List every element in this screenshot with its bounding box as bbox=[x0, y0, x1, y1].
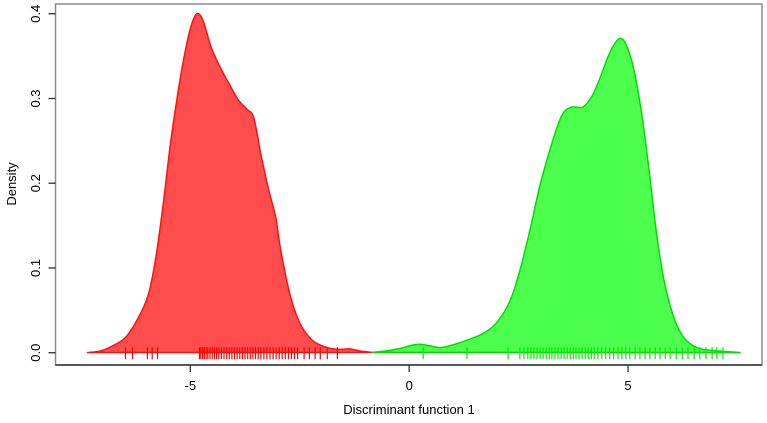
rug-group-2-green bbox=[422, 347, 724, 360]
series-group-1-red bbox=[86, 12, 373, 360]
y-tick-label: 0.4 bbox=[28, 5, 43, 23]
x-axis-title: Discriminant function 1 bbox=[343, 402, 475, 417]
x-tick-label: 5 bbox=[624, 378, 631, 393]
y-axis-title: Density bbox=[4, 162, 19, 206]
series-group-2-green bbox=[371, 37, 741, 360]
y-tick-label: 0.0 bbox=[28, 344, 43, 362]
x-axis: -5 0 5 bbox=[185, 365, 632, 393]
y-axis: 0.0 0.1 0.2 0.3 0.4 bbox=[28, 5, 56, 362]
y-tick-label: 0.3 bbox=[28, 89, 43, 107]
y-tick-label: 0.2 bbox=[28, 174, 43, 192]
density-series-layer bbox=[86, 12, 741, 360]
rug-group-1-red bbox=[124, 347, 338, 360]
x-tick-label: -5 bbox=[185, 378, 197, 393]
density-curve-group-2-green bbox=[371, 37, 741, 354]
density-curve-group-1-red bbox=[86, 12, 373, 354]
x-tick-label: 0 bbox=[406, 378, 413, 393]
y-tick-label: 0.1 bbox=[28, 259, 43, 277]
